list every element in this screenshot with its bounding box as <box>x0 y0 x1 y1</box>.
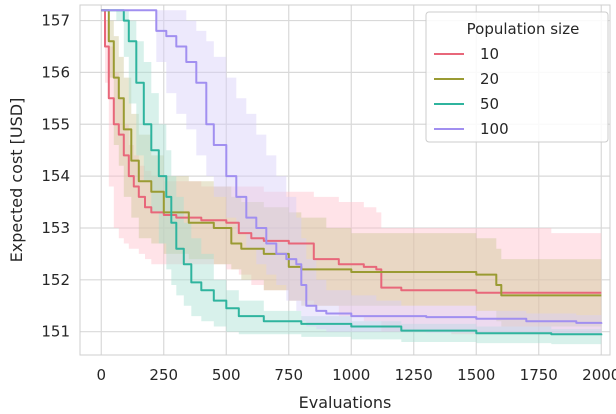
x-axis-title: Evaluations <box>299 393 392 412</box>
legend: Population size 10 20 50 100 <box>425 11 609 143</box>
legend-items: 10 20 50 100 <box>434 45 509 138</box>
legend-title: Population size <box>467 20 580 38</box>
y-tick-label: 153 <box>41 219 70 237</box>
y-tick-label: 151 <box>41 323 70 341</box>
x-tick-label: 1000 <box>332 366 370 384</box>
line-series-50 <box>101 9 603 336</box>
y-tick-label: 154 <box>41 167 70 185</box>
band-series-100 <box>101 10 602 335</box>
band-series-10 <box>101 10 602 335</box>
tick-labels: 0 250 500 750 1000 1250 1500 1750 2000 151 152 153 1… <box>41 12 616 384</box>
x-tick-label: 750 <box>274 366 303 384</box>
x-tick-label: 250 <box>149 366 178 384</box>
line-series-100 <box>101 9 603 324</box>
x-tick-label: 1500 <box>457 366 495 384</box>
x-tick-label: 1750 <box>520 366 558 384</box>
legend-label-100: 100 <box>480 120 509 138</box>
y-axis-title: Expected cost [USD] <box>7 98 26 263</box>
band-series-20 <box>101 10 602 327</box>
plot-frame <box>79 4 611 356</box>
legend-label-20: 20 <box>480 70 499 88</box>
y-tick-label: 152 <box>41 271 70 289</box>
x-tick-label: 1250 <box>395 366 433 384</box>
x-tick-label: 500 <box>212 366 241 384</box>
series-lines <box>101 9 603 336</box>
y-tick-label: 156 <box>41 63 70 81</box>
legend-box <box>425 11 609 143</box>
y-tick-label: 155 <box>41 115 70 133</box>
legend-label-10: 10 <box>480 45 499 63</box>
confidence-bands <box>101 10 602 345</box>
y-tick-label: 157 <box>41 12 70 30</box>
line-series-10 <box>101 9 602 294</box>
line-series-20 <box>101 9 602 297</box>
x-tick-label: 0 <box>96 366 106 384</box>
legend-label-50: 50 <box>480 95 499 113</box>
x-tick-label: 2000 <box>582 366 616 384</box>
